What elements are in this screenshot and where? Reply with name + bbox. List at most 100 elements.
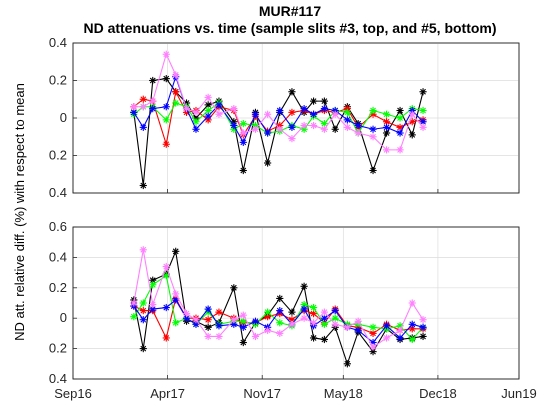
data-point-magenta (320, 125, 328, 133)
data-point-green (264, 308, 272, 316)
data-point-black (320, 335, 328, 344)
data-point-blue (162, 303, 170, 312)
data-point-red (204, 316, 212, 324)
data-point-blue (139, 123, 147, 131)
data-point-magenta (162, 262, 170, 271)
data-point-blue (408, 320, 416, 328)
data-point-magenta (300, 314, 308, 322)
data-point-green (239, 120, 247, 128)
data-point-red (215, 308, 223, 316)
data-point-red (288, 108, 296, 116)
data-point-magenta (396, 326, 404, 334)
data-point-black (162, 75, 170, 83)
data-point-magenta (320, 308, 328, 316)
top-panel-slit-3: 0.4 0.2 0 0.2 0.4 (49, 35, 520, 200)
data-point-blue (419, 118, 427, 126)
data-point-blue (354, 121, 362, 130)
data-point-blue (309, 110, 318, 118)
data-point-magenta (300, 121, 308, 130)
data-point-green (309, 303, 318, 312)
data-point-magenta (130, 299, 138, 307)
data-point-magenta (408, 110, 416, 118)
data-point-green (192, 118, 200, 126)
data-point-magenta (172, 71, 180, 79)
data-point-blue (172, 296, 180, 304)
data-point-magenta (239, 311, 247, 319)
y-tick-label: 0.2 (49, 73, 67, 88)
data-point-blue (369, 125, 377, 133)
chart-title: MUR#117 (259, 3, 321, 19)
data-point-black (239, 166, 247, 175)
y-tick-label: 0.4 (49, 185, 67, 200)
x-tick-label: Dec18 (419, 386, 457, 401)
data-point-black (369, 166, 377, 175)
data-point-magenta (396, 146, 404, 154)
data-point-magenta (354, 317, 362, 325)
data-point-green (139, 299, 147, 307)
data-point-green (382, 110, 391, 118)
axis-border-0 (72, 42, 520, 194)
data-point-blue (139, 316, 147, 324)
data-point-black (396, 106, 404, 115)
data-point-black (309, 334, 318, 342)
x-tick-label: May18 (324, 386, 363, 401)
data-point-blue (251, 317, 260, 325)
data-point-green (369, 106, 377, 115)
data-point-blue (419, 323, 427, 331)
data-point-magenta (264, 110, 272, 118)
y-tick-label: 0.4 (49, 371, 67, 386)
data-point-magenta (204, 332, 212, 341)
data-point-black (276, 294, 284, 303)
y-tick-label: 0.2 (49, 341, 67, 356)
data-point-green (149, 281, 157, 289)
data-point-magenta (408, 299, 416, 307)
data-point-black (369, 348, 377, 356)
data-point-blue (320, 314, 328, 322)
data-point-green (204, 106, 212, 115)
data-point-magenta (239, 129, 247, 137)
data-point-black (343, 360, 351, 368)
data-point-black (149, 76, 157, 85)
data-point-magenta (343, 123, 351, 131)
data-point-black (204, 323, 212, 331)
data-point-magenta (354, 129, 362, 137)
data-point-magenta (276, 329, 284, 337)
data-point-black (320, 97, 328, 105)
data-point-magenta (149, 300, 157, 309)
data-point-blue (204, 305, 212, 313)
data-point-blue (192, 125, 200, 133)
data-point-green (130, 313, 138, 321)
data-point-red (162, 140, 170, 148)
data-point-green (369, 323, 377, 331)
y-tick-label: 0.4 (49, 249, 67, 264)
data-point-magenta (182, 105, 191, 113)
y-tick-label: 0 (60, 310, 67, 325)
x-tick-label: Nov17 (243, 386, 281, 401)
data-point-green (396, 114, 404, 122)
data-point-magenta (149, 97, 157, 105)
data-point-blue (343, 116, 351, 124)
data-point-green (239, 317, 247, 325)
data-point-magenta (343, 323, 351, 331)
data-point-magenta (139, 103, 147, 111)
data-point-green (343, 108, 351, 116)
data-point-blue (331, 307, 339, 315)
bottom-panel-slit-5: 0.6 0.4 0.2 0 0.2 0.4 (49, 219, 520, 386)
x-tick-label: Sep16 (54, 386, 92, 401)
series-line-magenta (133, 52, 424, 151)
data-point-green (172, 319, 180, 327)
data-point-magenta (369, 343, 377, 351)
data-point-magenta (215, 332, 223, 341)
y-tick-label: 0 (60, 110, 67, 125)
data-point-magenta (331, 320, 339, 328)
data-point-blue (382, 123, 391, 131)
data-point-magenta (288, 135, 296, 143)
data-point-black (408, 131, 416, 139)
data-point-green (172, 99, 180, 107)
data-point-magenta (369, 133, 377, 141)
data-point-magenta (309, 121, 318, 130)
data-point-red (309, 310, 318, 318)
data-point-blue (354, 326, 362, 334)
data-point-green (276, 319, 284, 327)
